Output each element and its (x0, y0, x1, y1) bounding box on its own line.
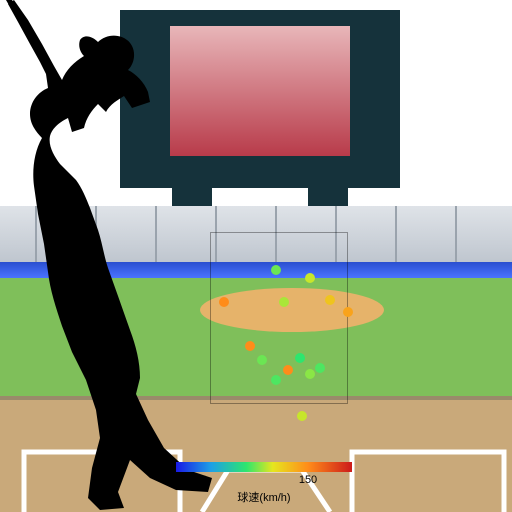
batter-silhouette (0, 0, 230, 512)
pitch-marker (283, 365, 293, 375)
legend-gradient-bar (176, 462, 352, 472)
pitch-marker (305, 273, 315, 283)
pitch-marker (271, 375, 281, 385)
pitch-marker (257, 355, 267, 365)
pitch-marker (245, 341, 255, 351)
pitch-marker (315, 363, 325, 373)
pitch-marker (325, 295, 335, 305)
pitch-marker (305, 369, 315, 379)
pitch-marker (343, 307, 353, 317)
pitch-marker (279, 297, 289, 307)
speed-legend: 100 150 球速(km/h) (176, 462, 352, 505)
pitch-marker (271, 265, 281, 275)
legend-ticks: 100 150 (176, 474, 352, 488)
legend-label: 球速(km/h) (176, 489, 352, 505)
pitch-marker (297, 411, 307, 421)
pitch-marker (295, 353, 305, 363)
legend-tick: 100 (189, 474, 207, 486)
pitch-location-chart: 100 150 球速(km/h) (0, 0, 512, 512)
legend-tick: 150 (299, 474, 317, 486)
